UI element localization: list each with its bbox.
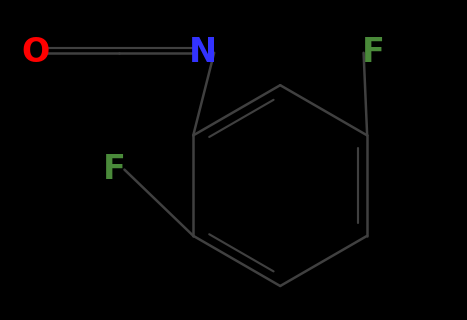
Text: O: O [21, 36, 49, 69]
Text: N: N [189, 36, 217, 69]
Text: F: F [362, 36, 385, 69]
Text: F: F [103, 153, 126, 186]
